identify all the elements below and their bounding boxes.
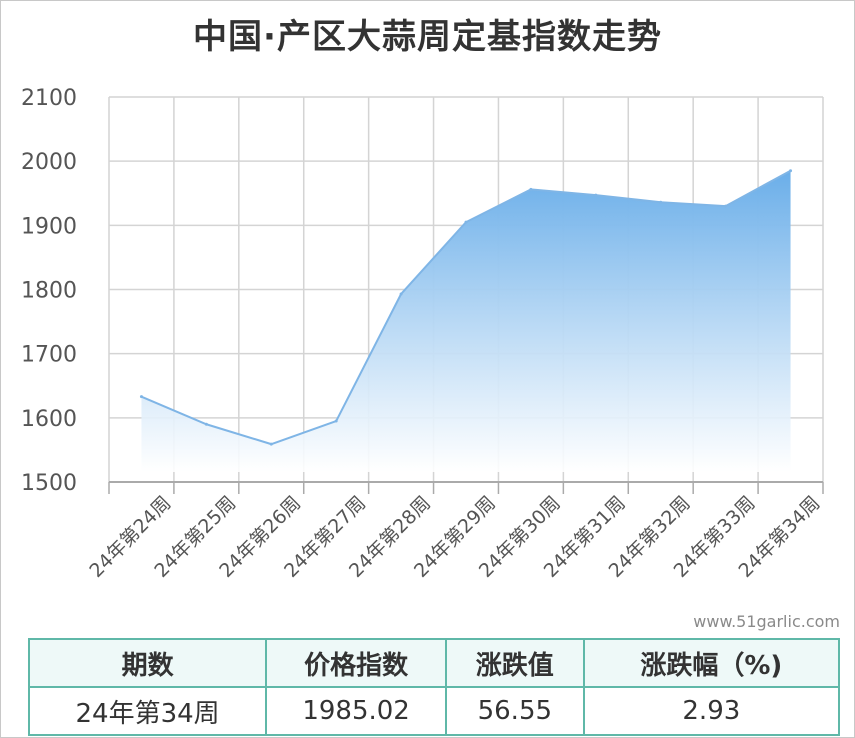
y-tick-label: 2100 <box>21 86 77 111</box>
y-tick-label: 1900 <box>21 214 77 239</box>
area-chart: 150016001700180019002000210024年第24周24年第2… <box>21 86 825 582</box>
y-tick-label: 1700 <box>21 343 77 368</box>
chart-title: 中国·产区大蒜周定基指数走势 <box>193 17 662 57</box>
data-point <box>269 442 273 446</box>
data-point <box>204 422 208 426</box>
data-point <box>789 169 793 173</box>
data-point <box>399 292 403 296</box>
cell-change-percent: 2.93 <box>582 686 841 736</box>
cell-change-value: 56.55 <box>444 686 585 736</box>
cell-period: 24年第34周 <box>27 686 268 736</box>
cell-price-index: 1985.02 <box>265 686 447 736</box>
table-row: 24年第34周 1985.02 56.55 2.93 <box>27 686 841 736</box>
y-tick-label: 2000 <box>21 150 77 175</box>
data-point <box>139 395 143 399</box>
data-point <box>529 187 533 191</box>
data-point <box>724 204 728 208</box>
header-price-index: 价格指数 <box>265 638 447 688</box>
watermark: www.51garlic.com <box>693 612 840 631</box>
y-tick-label: 1800 <box>21 279 77 304</box>
data-point <box>464 220 468 224</box>
data-point <box>659 200 663 204</box>
data-point <box>594 193 598 197</box>
header-change-percent: 涨跌幅（%) <box>582 638 841 688</box>
series-area <box>141 170 791 472</box>
y-tick-label: 1600 <box>21 407 77 432</box>
header-period: 期数 <box>27 638 268 688</box>
data-point <box>334 419 338 423</box>
summary-table: 期数 价格指数 涨跌值 涨跌幅（%) 24年第34周 1985.02 56.55… <box>27 638 841 736</box>
header-change-value: 涨跌值 <box>444 638 585 688</box>
table-header-row: 期数 价格指数 涨跌值 涨跌幅（%) <box>27 638 841 688</box>
y-tick-label: 1500 <box>21 471 77 496</box>
